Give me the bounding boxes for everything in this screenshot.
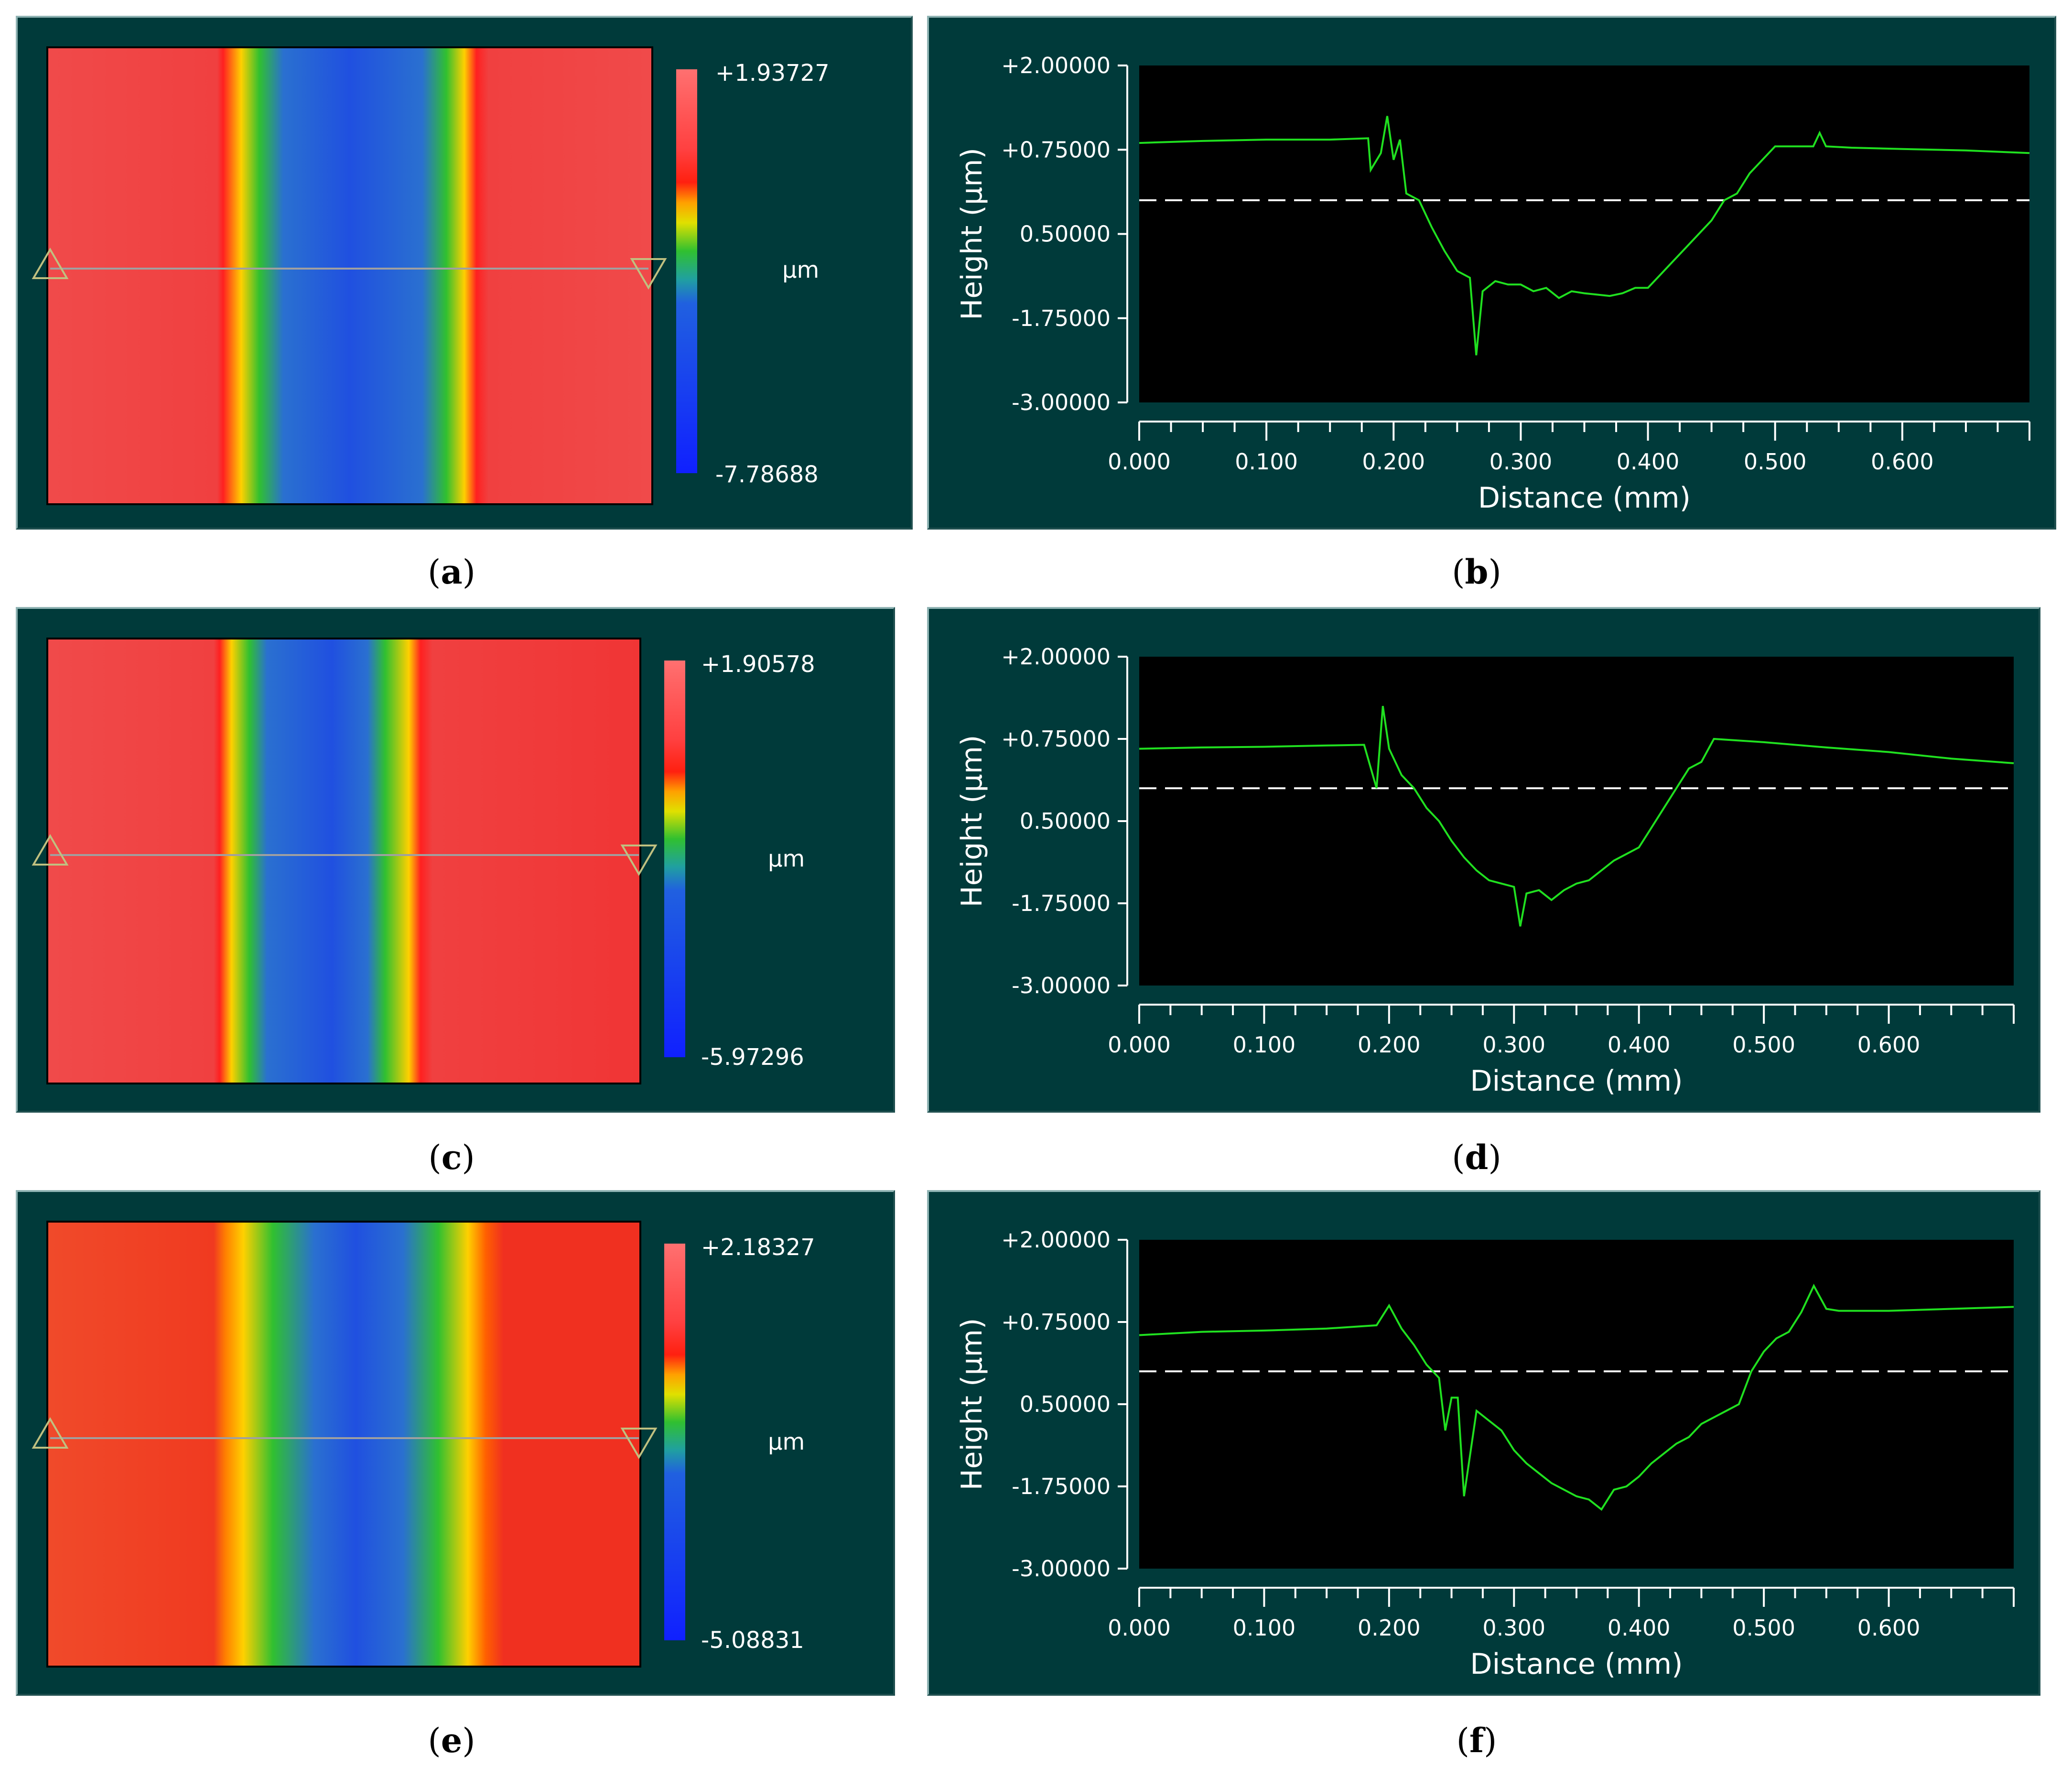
plot-area bbox=[1139, 657, 2014, 986]
x-tick-label: 0.000 bbox=[1108, 1615, 1171, 1641]
surface-map-panel-c: +1.90578 µm -5.97296 bbox=[16, 607, 895, 1113]
profile-chart-b: +2.00000 +0.75000 0.50000 -1.75000 -3.00000 0… bbox=[955, 53, 2030, 515]
colorbar-a bbox=[676, 69, 697, 473]
y-tick-label: -1.75000 bbox=[1012, 890, 1111, 916]
profile-end-marker-icon bbox=[620, 845, 658, 876]
surface-map-panel-e: +2.18327 µm -5.08831 bbox=[16, 1190, 895, 1696]
colorbar-min-label: -7.78688 bbox=[715, 461, 819, 488]
x-tick-label: 0.100 bbox=[1233, 1032, 1296, 1058]
colorbar-max-label: +1.90578 bbox=[701, 651, 815, 678]
y-tick-label: -3.00000 bbox=[1012, 973, 1111, 998]
profile-end-marker-icon bbox=[630, 258, 667, 290]
caption-e: (e) bbox=[428, 1721, 475, 1760]
profile-chart-d: +2.00000 +0.75000 0.50000 -1.75000 -3.00000 0… bbox=[955, 644, 2015, 1098]
x-tick-label: 0.000 bbox=[1108, 1032, 1171, 1058]
y-tick-label: +0.75000 bbox=[1001, 1309, 1111, 1335]
x-tick-label: 0.600 bbox=[1857, 1032, 1921, 1058]
caption-d: (d) bbox=[1452, 1138, 1501, 1177]
x-axis-label: Distance (mm) bbox=[1478, 481, 1691, 515]
x-axis-label: Distance (mm) bbox=[1470, 1647, 1683, 1681]
x-tick-label: 0.500 bbox=[1732, 1032, 1795, 1058]
y-tick-label: 0.50000 bbox=[1020, 221, 1111, 247]
caption-b: (b) bbox=[1452, 552, 1501, 592]
caption-f: (f) bbox=[1456, 1721, 1497, 1760]
colorbar-c bbox=[664, 661, 685, 1057]
y-tick-label: 0.50000 bbox=[1020, 808, 1111, 834]
y-tick-label: -1.75000 bbox=[1012, 1473, 1111, 1499]
surface-map-panel-a: +1.93727 µm -7.78688 bbox=[16, 16, 913, 530]
colorbar-max-label: +1.93727 bbox=[715, 60, 830, 87]
profile-start-marker-icon bbox=[32, 834, 69, 866]
x-tick-label: 0.100 bbox=[1235, 449, 1298, 475]
x-axis-label: Distance (mm) bbox=[1470, 1064, 1683, 1098]
y-tick-label: +2.00000 bbox=[1001, 644, 1111, 670]
profile-line-overlay-c bbox=[32, 834, 658, 876]
colorbar-unit-label: µm bbox=[768, 1429, 805, 1455]
x-tick-label: 0.300 bbox=[1489, 449, 1553, 475]
profile-trace bbox=[1139, 1283, 2014, 1511]
colorbar-unit-label: µm bbox=[768, 845, 805, 872]
x-tick-label: 0.400 bbox=[1608, 1032, 1671, 1058]
colorbar-max-label: +2.18327 bbox=[701, 1234, 815, 1261]
x-tick-label: 0.400 bbox=[1617, 449, 1680, 475]
x-tick-label: 0.200 bbox=[1358, 1032, 1421, 1058]
colorbar-min-label: -5.08831 bbox=[701, 1627, 804, 1654]
plot-area bbox=[1139, 1240, 2014, 1569]
y-axis-label: Height (µm) bbox=[955, 735, 989, 908]
y-tick-label: -3.00000 bbox=[1012, 390, 1111, 415]
colorbar-e bbox=[664, 1244, 685, 1640]
profile-chart-f: +2.00000 +0.75000 0.50000 -1.75000 -3.00000 0… bbox=[955, 1227, 2015, 1681]
y-axis-label: Height (µm) bbox=[955, 1318, 989, 1491]
x-tick-label: 0.200 bbox=[1362, 449, 1425, 475]
y-tick-label: +2.00000 bbox=[1001, 1227, 1111, 1253]
profile-start-marker-icon bbox=[32, 1417, 69, 1449]
y-tick-label: -1.75000 bbox=[1012, 305, 1111, 331]
y-axis-label: Height (µm) bbox=[955, 148, 989, 320]
y-tick-label: +0.75000 bbox=[1001, 137, 1111, 163]
surface-map-c bbox=[46, 638, 641, 1084]
y-tick-label: +0.75000 bbox=[1001, 726, 1111, 752]
profile-line-overlay-e bbox=[32, 1417, 658, 1459]
x-tick-label: 0.300 bbox=[1482, 1032, 1545, 1058]
x-tick-label: 0.200 bbox=[1358, 1615, 1421, 1641]
profile-start-marker-icon bbox=[32, 248, 69, 279]
y-tick-label: +2.00000 bbox=[1001, 53, 1111, 78]
caption-a: (a) bbox=[428, 552, 475, 592]
caption-c: (c) bbox=[428, 1138, 475, 1177]
profile-trace bbox=[1139, 116, 2030, 356]
x-tick-label: 0.500 bbox=[1744, 449, 1807, 475]
x-tick-label: 0.600 bbox=[1857, 1615, 1921, 1641]
x-tick-label: 0.300 bbox=[1482, 1615, 1545, 1641]
x-tick-label: 0.100 bbox=[1233, 1615, 1296, 1641]
y-tick-label: -3.00000 bbox=[1012, 1556, 1111, 1582]
profile-panel-d: +2.00000 +0.75000 0.50000 -1.75000 -3.00000 0… bbox=[927, 607, 2040, 1113]
colorbar-min-label: -5.97296 bbox=[701, 1044, 804, 1071]
x-tick-label: 0.400 bbox=[1608, 1615, 1671, 1641]
x-tick-label: 0.500 bbox=[1732, 1615, 1795, 1641]
surface-map-e bbox=[46, 1221, 641, 1668]
plot-area bbox=[1139, 65, 2029, 402]
colorbar-unit-label: µm bbox=[782, 257, 820, 283]
surface-map-a bbox=[46, 46, 653, 505]
profile-panel-f: +2.00000 +0.75000 0.50000 -1.75000 -3.00000 0… bbox=[927, 1190, 2040, 1696]
profile-line-overlay-a bbox=[32, 248, 667, 290]
profile-end-marker-icon bbox=[620, 1428, 658, 1459]
x-tick-label: 0.000 bbox=[1108, 449, 1171, 475]
y-tick-label: 0.50000 bbox=[1020, 1391, 1111, 1417]
profile-trace bbox=[1139, 705, 2014, 927]
profile-panel-b: +2.00000 +0.75000 0.50000 -1.75000 -3.00000 0… bbox=[927, 16, 2056, 530]
x-tick-label: 0.600 bbox=[1871, 449, 1934, 475]
